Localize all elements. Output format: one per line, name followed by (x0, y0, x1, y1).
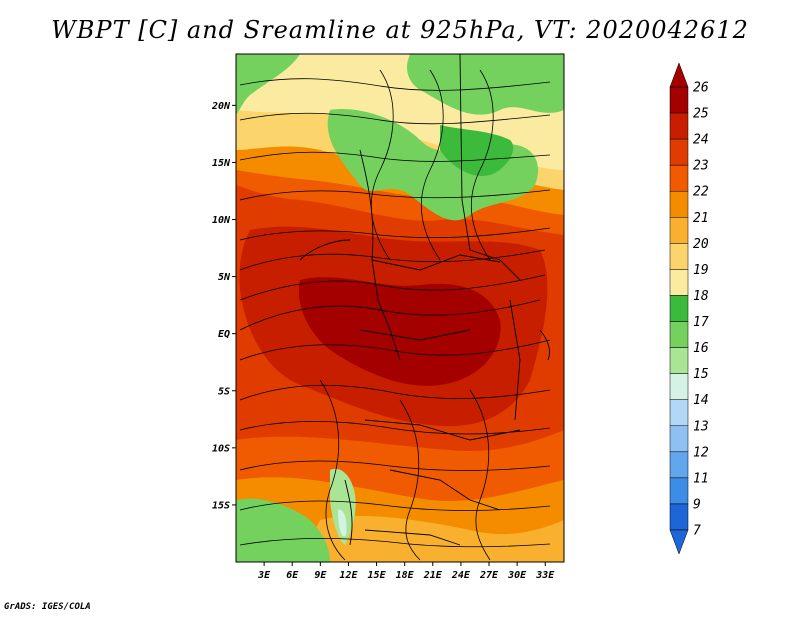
colorbar-swatch (669, 190, 689, 218)
temperature-zone-26 (298, 277, 501, 386)
colorbar-label: 21 (693, 211, 709, 226)
lon-tick-label: 27E (479, 570, 499, 581)
colorbar-label: 13 (693, 419, 709, 434)
colorbar-swatch (669, 347, 689, 374)
colorbar-swatch (669, 503, 689, 531)
colorbar-swatch (669, 425, 689, 453)
lat-tick-label: 15N (212, 158, 231, 169)
lat-tick-label: 20N (211, 101, 231, 112)
colorbar-label: 24 (693, 133, 709, 148)
streamlines (239, 69, 551, 561)
lon-tick-label: 33E (535, 570, 555, 581)
colorbar-label: 12 (693, 445, 709, 460)
colorbar-swatch (669, 164, 689, 192)
colorbar-label: 25 (693, 107, 709, 122)
chart-title: WBPT [C] and Sreamline at 925hPa, VT: 20… (51, 16, 749, 44)
colorbar-swatch (669, 321, 689, 348)
colorbar-label: 17 (693, 315, 709, 330)
colorbar-swatch (669, 243, 689, 270)
lat-tick-label: 5N (218, 272, 231, 283)
colorbar-label: 18 (693, 289, 709, 304)
lon-tick-label: 12E (339, 570, 358, 581)
colorbar-swatch (669, 86, 689, 114)
lon-tick-label: 15E (368, 570, 387, 581)
colorbar-label: 16 (693, 341, 709, 356)
country-borders (299, 54, 551, 546)
lat-tick-label: 10N (212, 215, 231, 226)
temperature-zone-21 (300, 515, 564, 562)
latitude-axis: 20N 15N 10N 5N EQ 5S 10S 15S (211, 101, 236, 511)
lon-tick-label: 24E (451, 570, 471, 581)
credit-text: GrADS: IGES/COLA (4, 602, 91, 612)
colorbar-label: 22 (693, 185, 709, 200)
lon-tick-label: 9E (314, 570, 327, 581)
cool-zone-coast (330, 468, 356, 545)
cool-zone-northeast (407, 54, 564, 115)
colorbar-label: 11 (693, 471, 709, 486)
lat-tick-label: 5S (218, 386, 230, 397)
lon-tick-label: 18E (396, 570, 415, 581)
lat-tick-label: 10S (212, 443, 230, 454)
lat-tick-label: 15S (212, 500, 230, 511)
colorbar-min-arrow (669, 529, 689, 555)
map-frame (235, 53, 565, 563)
lat-tick-label: EQ (218, 329, 230, 340)
colorbar-swatch (669, 451, 689, 479)
longitude-axis: 3E 6E 9E 12E 15E 18E 21E 24E 27E 30E 33E (257, 562, 555, 581)
lon-tick-label: 6E (286, 570, 299, 581)
cool-zone-northwest (236, 54, 300, 115)
cool-zone-coast-core (338, 509, 347, 537)
colorbar-label: 26 (693, 81, 709, 96)
colorbar-swatch (669, 112, 689, 140)
colorbar-label: 14 (693, 393, 709, 408)
colorbar-swatch (669, 138, 689, 166)
colorbar-label: 23 (693, 159, 709, 174)
colorbar-swatch (669, 295, 689, 322)
colorbar-max-arrow (669, 62, 689, 88)
cool-zone-southwest (236, 498, 330, 562)
colorbar-label: 19 (693, 263, 709, 278)
colorbar: 26 25 24 23 22 21 20 19 18 17 16 15 14 13 12 11 9 7 (669, 62, 709, 555)
colorbar-label: 15 (693, 367, 709, 382)
temperature-zone-19-north-b (299, 54, 410, 100)
lon-tick-label: 3E (257, 570, 271, 581)
colorbar-swatch (669, 373, 689, 400)
colorbar-label: 7 (693, 524, 701, 539)
cool-zone-core (440, 125, 514, 176)
colorbar-label: 20 (693, 237, 709, 252)
lon-tick-label: 30E (507, 570, 527, 581)
map-panel (236, 54, 564, 562)
colorbar-label: 9 (693, 497, 701, 512)
colorbar-swatch (669, 399, 689, 427)
colorbar-swatch (669, 269, 689, 296)
lon-tick-label: 21E (423, 570, 443, 581)
colorbar-swatch (669, 217, 689, 244)
colorbar-swatch (669, 477, 689, 505)
